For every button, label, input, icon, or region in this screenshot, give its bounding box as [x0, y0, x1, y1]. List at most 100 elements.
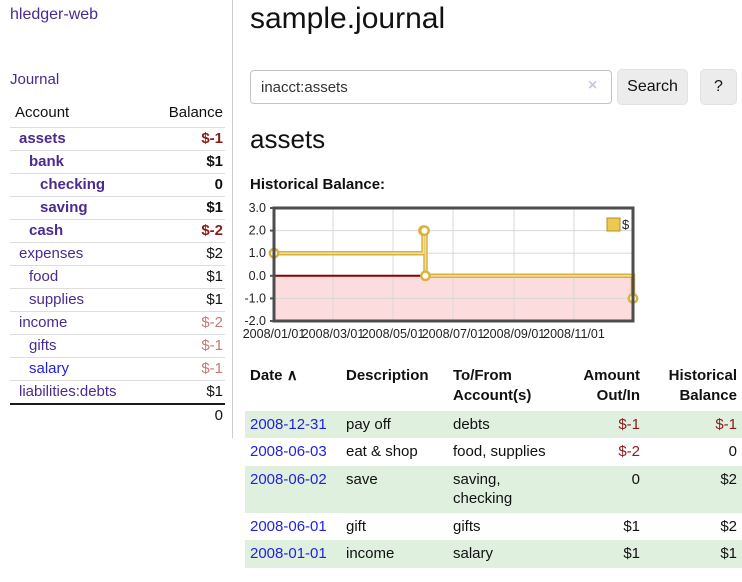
account-link-supplies[interactable]: supplies	[29, 291, 85, 308]
account-balance: $-1	[201, 360, 223, 377]
account-row-income: income $-2	[10, 311, 225, 335]
account-balance: $1	[206, 268, 223, 285]
transaction-amount: $-2	[618, 443, 640, 460]
account-link-saving[interactable]: saving	[40, 199, 88, 216]
help-button[interactable]: ?	[700, 69, 737, 105]
transaction-row: 2008-12-31 pay off debts $-1 $-1	[245, 410, 742, 438]
transaction-date-link[interactable]: 2008-01-01	[250, 545, 327, 562]
account-link-expenses[interactable]: expenses	[19, 245, 84, 262]
transaction-amount: $-1	[618, 415, 640, 433]
account-heading: assets	[250, 124, 326, 154]
svg-text:0.0: 0.0	[249, 269, 266, 283]
svg-text:2.0: 2.0	[249, 224, 266, 238]
account-link-cash[interactable]: cash	[29, 222, 64, 239]
account-link-gifts[interactable]: gifts	[29, 337, 57, 354]
account-balance: $1	[206, 383, 223, 400]
sidebar-divider	[232, 0, 233, 438]
transaction-accounts: food, supplies	[453, 443, 546, 460]
account-balance: $1	[206, 153, 223, 170]
account-row-supplies: supplies $1	[10, 288, 225, 312]
register-header-row: Date ∧ Description To/From Account(s) Am…	[245, 362, 742, 411]
account-link-liabilities-debts[interactable]: liabilities:debts	[19, 383, 117, 400]
svg-text:-1.0: -1.0	[244, 291, 266, 305]
chart-title: Historical Balance:	[250, 176, 386, 193]
legend-swatch	[606, 217, 621, 232]
transaction-date-link[interactable]: 2008-06-03	[250, 443, 327, 460]
transaction-description: income	[346, 545, 395, 562]
transaction-date-link[interactable]: 2008-06-01	[250, 517, 327, 535]
legend-label: $	[622, 217, 630, 232]
svg-text:2008/07/01: 2008/07/01	[422, 327, 485, 341]
transaction-description: pay off	[346, 415, 391, 433]
transaction-description: eat & shop	[346, 443, 418, 460]
register-header-description: Description	[346, 367, 429, 384]
account-row-liabilities-debts: liabilities:debts $1	[10, 380, 225, 405]
account-link-assets[interactable]: assets	[19, 130, 66, 147]
account-row-bank: bank $1	[10, 150, 225, 174]
svg-text:2008/01/01: 2008/01/01	[243, 327, 306, 341]
search-input[interactable]	[250, 70, 612, 104]
transaction-balance: $2	[720, 517, 737, 535]
account-balance: 0	[214, 176, 223, 193]
svg-text:2008/05/01: 2008/05/01	[362, 327, 425, 341]
svg-text:2008/09/01: 2008/09/01	[483, 327, 546, 341]
transaction-accounts: saving, checking	[453, 470, 513, 508]
accounts-total-row: 0	[10, 404, 225, 427]
register-header-date[interactable]: Date ∧	[250, 367, 298, 384]
account-link-checking[interactable]: checking	[40, 176, 106, 193]
transaction-amount: $1	[623, 517, 640, 535]
transaction-amount: 0	[631, 470, 640, 488]
account-balance: $-2	[201, 314, 223, 331]
transaction-row: 2008-06-01 gift gifts $1 $2	[245, 513, 742, 541]
transaction-row: 2008-06-03 eat & shop food, supplies $-2…	[245, 438, 742, 466]
historical-balance-chart: $3.0 2.0 1.0 0.0 -1.0 -2.02008/01/012008/03/0…	[243, 201, 639, 341]
transaction-amount: $1	[623, 545, 640, 562]
account-balance: $1	[206, 199, 223, 216]
account-row-cash: cash $-2	[10, 219, 225, 243]
transaction-balance: $-1	[715, 415, 737, 433]
account-balance: $1	[206, 291, 223, 308]
accounts-table: Account Balance assets $-1 bank $1 check…	[10, 100, 225, 427]
transaction-row: 2008-01-01 income salary $1 $1	[245, 540, 742, 568]
transaction-date-link[interactable]: 2008-12-31	[250, 415, 327, 433]
account-link-food[interactable]: food	[29, 268, 59, 285]
register-header-balance: Historical Balance	[668, 367, 737, 405]
account-balance: $-1	[201, 130, 223, 147]
register-header-amount: Amount Out/In	[583, 367, 640, 405]
account-row-gifts: gifts $-1	[10, 334, 225, 358]
svg-text:-2.0: -2.0	[244, 314, 266, 328]
account-row-expenses: expenses $2	[10, 242, 225, 266]
account-row-food: food $1	[10, 265, 225, 289]
sort-ascending-icon: ∧	[286, 367, 298, 384]
register-header-accounts: To/From Account(s)	[453, 367, 532, 405]
account-link-bank[interactable]: bank	[29, 153, 65, 170]
transaction-description: save	[346, 470, 378, 488]
transaction-accounts: salary	[453, 545, 494, 562]
app-title-link[interactable]: hledger-web	[10, 6, 99, 23]
transaction-row: 2008-06-02 save saving, checking 0 $2	[245, 465, 742, 513]
sidebar-item-journal[interactable]: Journal	[10, 71, 60, 88]
accounts-header-account: Account	[15, 104, 70, 121]
svg-text:3.0: 3.0	[249, 201, 266, 215]
transaction-date-link[interactable]: 2008-06-02	[250, 470, 327, 488]
account-row-salary: salary $-1	[10, 357, 225, 381]
account-link-income[interactable]: income	[19, 314, 68, 331]
search-button[interactable]: Search	[617, 69, 688, 105]
clear-search-icon[interactable]: ×	[588, 77, 598, 94]
transaction-balance: $2	[720, 470, 737, 488]
chart-container: $3.0 2.0 1.0 0.0 -1.0 -2.0 2008/01/01 2008/03/0…	[240, 200, 742, 342]
accounts-total-value: 0	[214, 407, 223, 424]
accounts-header-balance: Balance	[168, 104, 223, 121]
account-row-assets: assets $-1	[10, 127, 225, 151]
account-row-checking: checking 0	[10, 173, 225, 197]
account-balance: $-1	[201, 337, 223, 354]
transaction-accounts: debts	[453, 415, 490, 433]
transaction-description: gift	[346, 517, 367, 535]
svg-text:2008/11/01: 2008/11/01	[543, 327, 605, 341]
register-table: Date ∧ Description To/From Account(s) Am…	[245, 362, 742, 568]
account-balance: $2	[206, 245, 223, 262]
transaction-balance: $1	[720, 545, 737, 562]
svg-text:1.0: 1.0	[249, 246, 266, 260]
account-link-salary[interactable]: salary	[29, 360, 70, 377]
transaction-accounts: gifts	[453, 517, 481, 535]
